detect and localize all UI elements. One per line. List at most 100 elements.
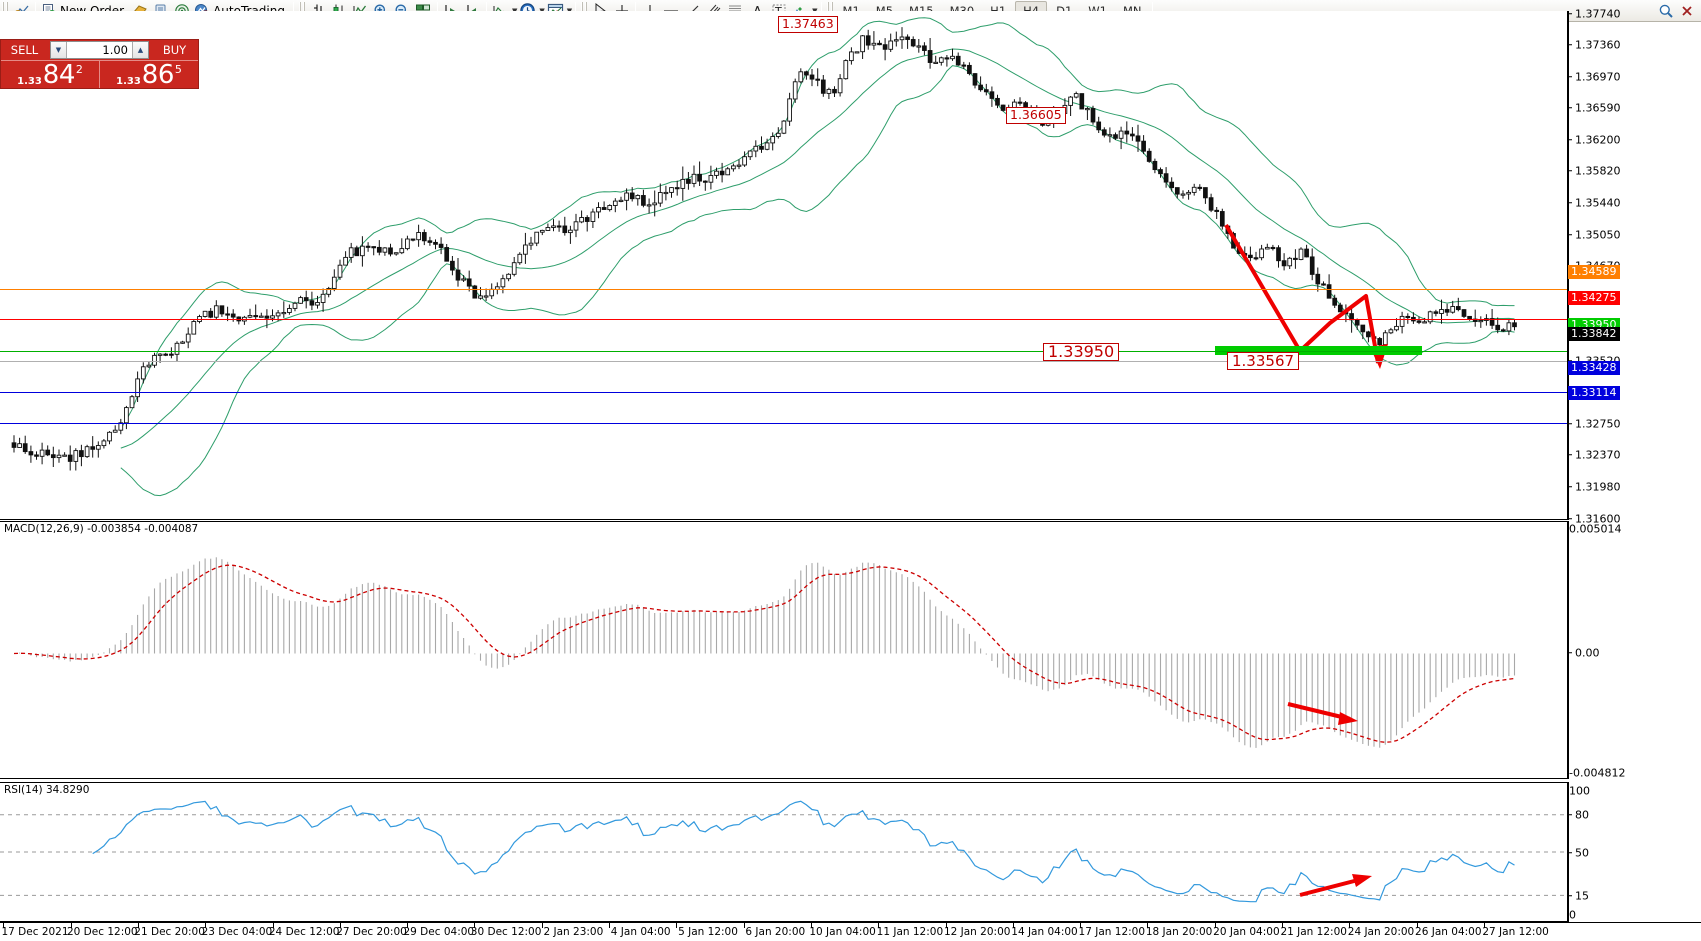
shapes-chevron-down-icon[interactable]: ▼	[812, 7, 817, 15]
macd-axis[interactable]: 0.005014 0.00 -0.004812	[1568, 521, 1701, 779]
time-tick-10: 5 Jan 12:00	[678, 926, 738, 938]
volume-stepper[interactable]: ▼ 1.00 ▲	[50, 41, 149, 59]
level-line-1-33114[interactable]	[0, 423, 1567, 424]
price-tick-1-35440: 1.35440	[1568, 195, 1621, 209]
time-tick-mark-17	[1147, 923, 1149, 928]
price-axis[interactable]: 1.37740 1.37360 1.36970 1.36590 1.36200 1.358…	[1568, 7, 1701, 525]
rsi-tick-label: 50	[1575, 845, 1589, 859]
price-badge-1-33114[interactable]: 1.33114	[1568, 386, 1620, 401]
price-tick-label: 1.31980	[1575, 480, 1621, 494]
price-tick-1-35820: 1.35820	[1568, 164, 1621, 178]
time-tick-mark-3	[205, 923, 207, 928]
time-tick-0: 17 Dec 2021	[1, 926, 69, 938]
time-tick-mark-18	[1214, 923, 1216, 928]
toolbar-grip-2[interactable]	[298, 1, 306, 20]
search-icon[interactable]	[1655, 1, 1676, 21]
time-tick-mark-6	[407, 923, 409, 928]
sell-button[interactable]: SELL	[1, 40, 48, 60]
rsi-up-arrow[interactable]	[1299, 874, 1372, 897]
price-tick-1-35050: 1.35050	[1568, 227, 1621, 241]
trade-panel-prices: 1.33 84 2 1.33 86 5	[1, 60, 198, 88]
volume-decrease-icon[interactable]: ▼	[51, 42, 67, 58]
time-tick-5: 27 Dec 20:00	[336, 926, 407, 938]
time-tick-11: 6 Jan 20:00	[745, 926, 806, 938]
price-tick-1-36970: 1.36970	[1568, 70, 1621, 84]
time-tick-14: 12 Jan 20:00	[943, 926, 1011, 938]
time-tick-mark-20	[1349, 923, 1351, 928]
time-tick-mark-7	[474, 923, 476, 928]
price-badge-1-33842[interactable]: 1.33842	[1568, 326, 1620, 341]
price-tick-label: 1.32370	[1575, 448, 1621, 462]
price-badge-1-33428[interactable]: 1.33428	[1568, 360, 1620, 375]
time-tick-8: 2 Jan 23:00	[543, 926, 604, 938]
close-icon[interactable]	[1676, 1, 1697, 21]
indicators-chevron-down-icon[interactable]: ▼	[512, 7, 517, 15]
one-click-trading-panel[interactable]: SELL ▼ 1.00 ▲ BUY 1.33 84 2 1.33 86 5	[0, 39, 199, 89]
level-line-1-34275[interactable]	[0, 319, 1567, 320]
time-tick-mark-1	[70, 923, 72, 928]
periods-chevron-down-icon[interactable]: ▼	[539, 7, 544, 15]
annotation-1-36605[interactable]: 1.36605	[1006, 107, 1066, 124]
toolbar-separator-2	[292, 2, 294, 19]
buy-button[interactable]: BUY	[151, 40, 198, 60]
time-tick-7: 30 Dec 12:00	[470, 926, 542, 938]
time-tick-mark-9	[609, 923, 611, 928]
price-badge-label: 1.33114	[1568, 386, 1620, 401]
rsi-tick-label: 0	[1569, 907, 1576, 921]
buy-price-prefix: 1.33	[116, 76, 141, 87]
macd-pane[interactable]: MACD(12,26,9) -0.003854 -0.004087	[0, 521, 1568, 779]
time-tick-17: 18 Jan 20:00	[1145, 926, 1213, 938]
rsi-tick-label: 100	[1569, 783, 1590, 797]
price-tick-label: 1.35440	[1575, 195, 1621, 209]
time-tick-mark-19	[1282, 923, 1284, 928]
price-tick-1-37740: 1.37740	[1568, 6, 1621, 20]
macd-histogram	[19, 557, 1516, 748]
trade-panel-top-row: SELL ▼ 1.00 ▲ BUY	[1, 40, 198, 60]
time-axis[interactable]: 17 Dec 2021 20 Dec 12:00 21 Dec 20:00 23 De…	[0, 922, 1701, 941]
time-tick-12: 10 Jan 04:00	[809, 926, 876, 938]
price-badge-label: 1.34589	[1568, 265, 1620, 280]
rsi-tick-label: 80	[1575, 808, 1589, 822]
price-badge-label: 1.33428	[1568, 360, 1620, 375]
annotation-1-37463[interactable]: 1.37463	[778, 16, 838, 33]
time-tick-6: 29 Dec 04:00	[403, 926, 475, 938]
price-badge-1-34275[interactable]: 1.34275	[1568, 290, 1620, 305]
price-tick-1-31600: 1.31600	[1568, 511, 1621, 525]
volume-input[interactable]: 1.00	[67, 42, 132, 58]
price-badge-1-34589[interactable]: 1.34589	[1568, 265, 1620, 280]
sell-price-fraction: 2	[75, 63, 83, 76]
rsi-tick-50: 50	[1568, 845, 1589, 859]
macd-down-arrow[interactable]	[1287, 702, 1358, 725]
sell-price[interactable]: 1.33 84 2	[1, 60, 99, 88]
price-tick-label: 1.35820	[1575, 164, 1621, 178]
macd-tick-label: -0.004812	[1569, 765, 1626, 779]
buy-price[interactable]: 1.33 86 5	[99, 60, 198, 88]
time-tick-15: 14 Jan 04:00	[1011, 926, 1078, 938]
toolbar-grip[interactable]	[2, 1, 9, 20]
price-tick-label: 1.36970	[1575, 70, 1621, 84]
time-tick-2: 21 Dec 20:00	[134, 926, 205, 938]
templates-chevron-down-icon[interactable]: ▼	[567, 7, 572, 15]
level-line-1-34589[interactable]	[0, 289, 1567, 290]
macd-signal-line	[13, 564, 1515, 743]
rsi-tick-label: 15	[1575, 889, 1589, 903]
time-tick-mark-16	[1080, 923, 1082, 928]
level-line-1-33950[interactable]	[0, 351, 1567, 352]
rsi-line	[92, 800, 1515, 903]
annotation-1-33950[interactable]: 1.33950	[1043, 343, 1120, 361]
annotation-1-33567[interactable]: 1.33567	[1227, 352, 1300, 370]
rsi-axis[interactable]: 100 80 50 15 0	[1568, 782, 1701, 922]
rsi-pane[interactable]: RSI(14) 34.8290	[0, 782, 1568, 922]
level-line-1-33428[interactable]	[0, 392, 1567, 393]
time-tick-mark-12	[810, 923, 812, 928]
price-tick-1-32750: 1.32750	[1568, 417, 1621, 430]
horizontal-line-icon[interactable]	[660, 1, 682, 21]
buy-price-fraction: 5	[174, 63, 182, 76]
time-tick-1: 20 Dec 12:00	[66, 926, 138, 938]
time-tick-mark-15	[1012, 923, 1014, 928]
volume-increase-icon[interactable]: ▲	[132, 42, 148, 58]
toolbar-grip-4[interactable]	[826, 1, 834, 20]
price-chart-pane[interactable]: 1.37463 1.36605 1.33950 1.33567	[0, 11, 1568, 520]
toolbar-grip-3[interactable]	[581, 1, 589, 20]
